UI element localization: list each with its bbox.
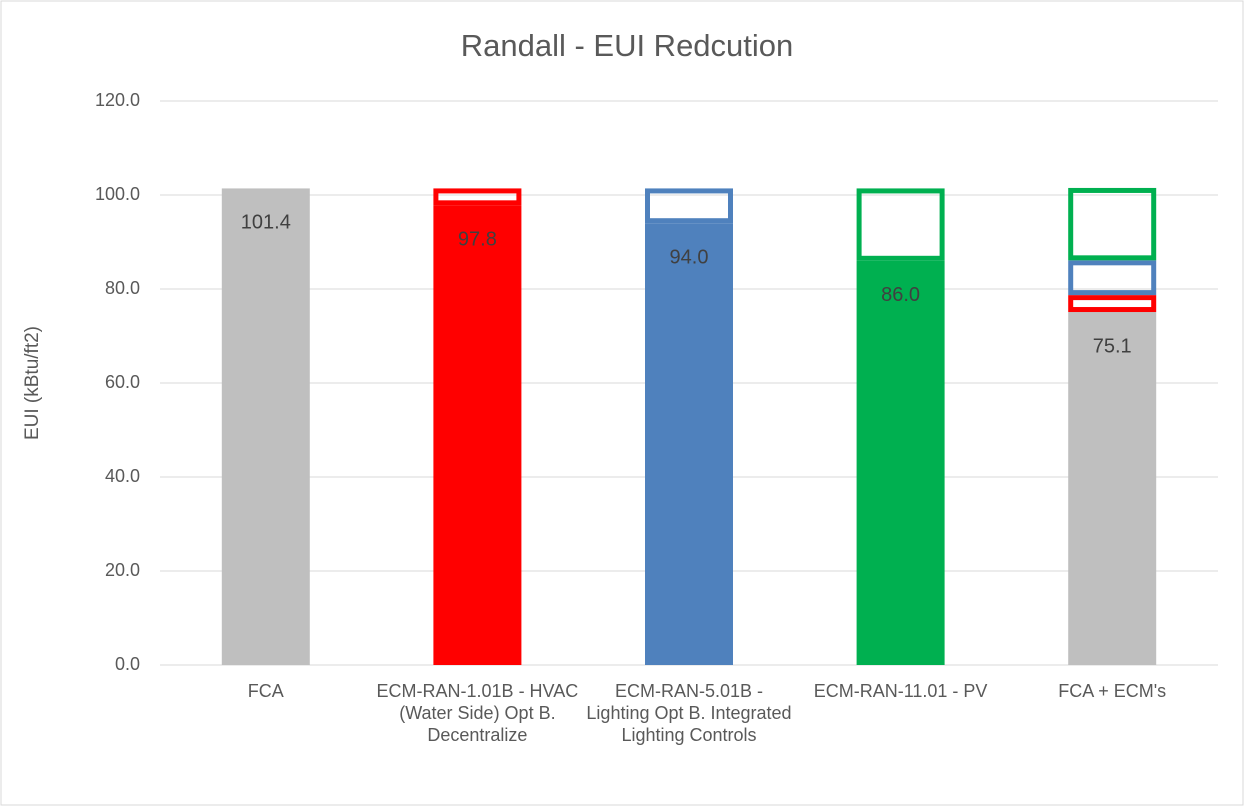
data-label: 94.0 — [670, 246, 709, 268]
bar — [433, 205, 522, 665]
y-tick-label: 80.0 — [105, 278, 140, 298]
y-tick-label: 100.0 — [95, 184, 140, 204]
x-tick-label: FCA + ECM's — [1058, 681, 1167, 701]
y-tick-label: 120.0 — [95, 90, 140, 110]
reduction-outline — [1068, 295, 1157, 313]
chart-title: Randall - EUI Redcution — [461, 28, 794, 63]
reduction-outline — [645, 188, 733, 224]
bar — [221, 188, 310, 666]
y-tick-label: 0.0 — [115, 654, 140, 674]
data-label: 75.1 — [1093, 335, 1132, 357]
data-label: 97.8 — [458, 229, 497, 251]
x-tick-label: ECM-RAN-11.01 - PV — [813, 681, 988, 701]
y-tick-label: 40.0 — [105, 466, 140, 486]
y-tick-label: 60.0 — [105, 372, 140, 392]
data-label: 101.4 — [241, 212, 291, 234]
y-tick-label: 20.0 — [105, 560, 140, 580]
x-tick-label: ECM-RAN-5.01B - Lighting Opt B. Integrat… — [586, 681, 792, 745]
x-tick-label: ECM-RAN-1.01B - HVAC (Water Side) Opt B.… — [376, 681, 579, 745]
reduction-outline — [1068, 260, 1157, 296]
reduction-outline — [1068, 187, 1157, 261]
data-label: 86.0 — [881, 284, 920, 306]
x-tick-label: FCA — [247, 681, 284, 701]
reduction-outline — [433, 188, 522, 206]
bar — [645, 223, 733, 665]
y-axis-label: EUI (kBtu/ft2) — [22, 326, 43, 440]
reduction-outline — [856, 188, 945, 261]
bar — [1068, 312, 1157, 665]
bar — [856, 260, 945, 665]
